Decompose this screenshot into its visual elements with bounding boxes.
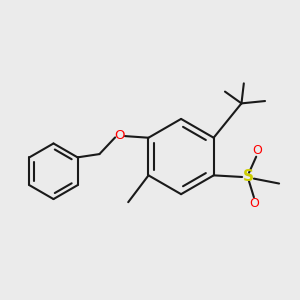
Text: S: S — [242, 169, 253, 184]
Text: O: O — [114, 129, 124, 142]
Text: O: O — [249, 197, 259, 210]
Text: O: O — [252, 144, 262, 157]
